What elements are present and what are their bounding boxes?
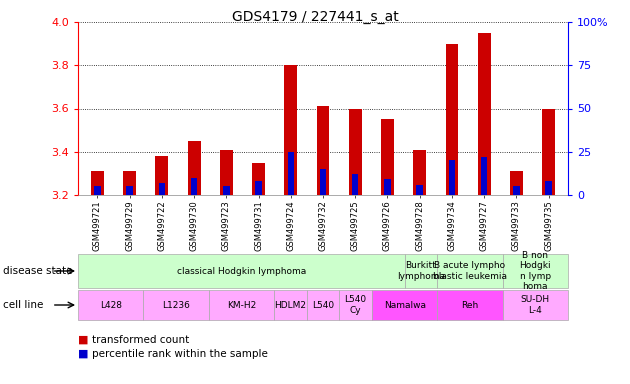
Text: L540
Cy: L540 Cy xyxy=(345,295,367,315)
Bar xyxy=(156,156,168,195)
Bar xyxy=(284,65,297,195)
Text: Namalwa: Namalwa xyxy=(384,301,426,310)
Bar xyxy=(223,186,229,195)
Text: B acute lympho
blastic leukemia: B acute lympho blastic leukemia xyxy=(433,261,507,281)
Text: percentile rank within the sample: percentile rank within the sample xyxy=(92,349,268,359)
Bar xyxy=(372,290,437,320)
Bar xyxy=(287,152,294,195)
Bar xyxy=(220,150,232,195)
Text: HDLM2: HDLM2 xyxy=(274,301,306,310)
Text: L428: L428 xyxy=(100,301,122,310)
Text: GDS4179 / 227441_s_at: GDS4179 / 227441_s_at xyxy=(232,10,398,23)
Bar xyxy=(127,186,133,195)
Text: classical Hodgkin lymphoma: classical Hodgkin lymphoma xyxy=(176,266,306,275)
Bar xyxy=(416,185,423,195)
Bar xyxy=(94,186,101,195)
Bar xyxy=(381,119,394,195)
Bar xyxy=(513,186,520,195)
Text: cell line: cell line xyxy=(3,300,43,310)
Bar xyxy=(349,109,362,195)
Bar xyxy=(78,254,404,288)
Bar xyxy=(144,290,209,320)
Bar xyxy=(274,290,307,320)
Bar xyxy=(352,174,358,195)
Bar xyxy=(340,290,372,320)
Bar xyxy=(481,157,488,195)
Bar xyxy=(404,254,437,288)
Bar xyxy=(478,33,491,195)
Text: L540: L540 xyxy=(312,301,334,310)
Text: transformed count: transformed count xyxy=(92,335,189,345)
Bar xyxy=(542,109,555,195)
Text: Burkitt
lymphoma: Burkitt lymphoma xyxy=(397,261,445,281)
Bar xyxy=(384,179,391,195)
Bar xyxy=(503,254,568,288)
Text: B non
Hodgki
n lymp
homa: B non Hodgki n lymp homa xyxy=(520,251,551,291)
Bar xyxy=(437,254,503,288)
Bar xyxy=(255,181,261,195)
Text: Reh: Reh xyxy=(461,301,479,310)
Bar xyxy=(546,181,552,195)
Bar xyxy=(320,169,326,195)
Bar xyxy=(159,183,165,195)
Bar xyxy=(503,290,568,320)
Bar xyxy=(252,162,265,195)
Text: disease state: disease state xyxy=(3,266,72,276)
Bar xyxy=(445,44,459,195)
Text: L1236: L1236 xyxy=(162,301,190,310)
Bar xyxy=(191,178,197,195)
Bar xyxy=(307,290,340,320)
Text: SU-DH
L-4: SU-DH L-4 xyxy=(521,295,550,315)
Bar xyxy=(123,171,136,195)
Text: ■: ■ xyxy=(78,349,92,359)
Bar xyxy=(209,290,274,320)
Bar xyxy=(449,161,455,195)
Text: ■: ■ xyxy=(78,335,92,345)
Bar xyxy=(316,106,329,195)
Bar xyxy=(78,290,144,320)
Bar xyxy=(188,141,200,195)
Bar xyxy=(91,171,104,195)
Bar xyxy=(510,171,523,195)
Text: KM-H2: KM-H2 xyxy=(227,301,256,310)
Bar xyxy=(437,290,503,320)
Bar xyxy=(413,150,426,195)
